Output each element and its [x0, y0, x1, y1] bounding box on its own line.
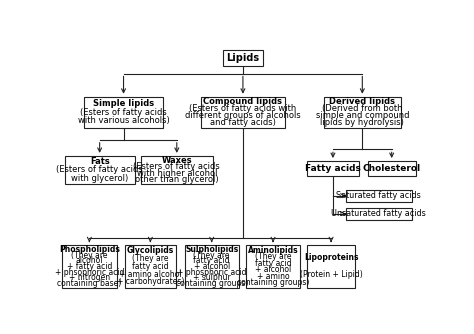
- Text: simple and compound: simple and compound: [316, 111, 409, 120]
- Text: Sulpholipids: Sulpholipids: [185, 245, 238, 254]
- Text: with glycerol): with glycerol): [71, 174, 128, 183]
- Text: Lipids: Lipids: [227, 53, 259, 63]
- Text: + amino alcohol: + amino alcohol: [119, 270, 182, 279]
- Text: + phsophoric acid: + phsophoric acid: [55, 268, 124, 277]
- Text: Phospholipids: Phospholipids: [59, 245, 120, 254]
- Text: different groups of alcohols: different groups of alcohols: [185, 111, 301, 120]
- FancyBboxPatch shape: [223, 50, 263, 66]
- Text: + sulphur: + sulphur: [193, 273, 230, 282]
- Text: (Derived from both: (Derived from both: [322, 104, 402, 113]
- Text: Saturated fatty acids: Saturated fatty acids: [337, 191, 421, 200]
- Text: (Esters of fatty acids: (Esters of fatty acids: [133, 162, 220, 171]
- Text: (Esters of fatty acids with: (Esters of fatty acids with: [189, 104, 297, 113]
- Text: Waxes: Waxes: [162, 156, 192, 165]
- Text: fatty acid: fatty acid: [132, 262, 169, 271]
- Text: Lipoproteins: Lipoproteins: [304, 254, 358, 263]
- FancyBboxPatch shape: [324, 97, 401, 128]
- Text: Glycolipids: Glycolipids: [127, 246, 174, 256]
- FancyBboxPatch shape: [346, 207, 412, 220]
- Text: + alcohol: + alcohol: [255, 265, 291, 274]
- FancyBboxPatch shape: [62, 245, 117, 288]
- Text: Unsaturated fatty acids: Unsaturated fatty acids: [331, 209, 426, 218]
- FancyBboxPatch shape: [184, 245, 239, 288]
- Text: (Protein + Lipid): (Protein + Lipid): [300, 271, 363, 279]
- Text: with higher alcohol: with higher alcohol: [137, 169, 217, 178]
- Text: containing groups): containing groups): [237, 278, 309, 287]
- Text: fatty acid: fatty acid: [255, 259, 292, 268]
- Text: (They are: (They are: [132, 254, 169, 263]
- Text: and fatty acids): and fatty acids): [210, 118, 276, 127]
- Text: + alcohol: + alcohol: [193, 262, 230, 271]
- Text: (They are: (They are: [71, 250, 108, 260]
- Text: with various alcohols): with various alcohols): [78, 117, 169, 125]
- FancyBboxPatch shape: [307, 161, 359, 176]
- Text: Fatty acids: Fatty acids: [305, 164, 361, 173]
- FancyBboxPatch shape: [125, 245, 176, 288]
- Text: Derived lipids: Derived lipids: [329, 97, 395, 106]
- Text: lipids by hydrolysis): lipids by hydrolysis): [320, 118, 404, 127]
- Text: + carbohydrates): + carbohydrates): [117, 277, 184, 286]
- Text: Compound lipids: Compound lipids: [203, 97, 283, 106]
- Text: Aminolipids: Aminolipids: [248, 245, 298, 255]
- Text: + amino: + amino: [257, 272, 289, 281]
- Text: fatty acid: fatty acid: [193, 256, 230, 265]
- FancyBboxPatch shape: [201, 97, 285, 128]
- Text: + fatty acid: + fatty acid: [67, 262, 112, 271]
- Text: other than glycerol): other than glycerol): [135, 175, 219, 184]
- Text: (They are: (They are: [193, 250, 230, 260]
- Text: containing base): containing base): [57, 279, 121, 288]
- Text: Fats: Fats: [90, 157, 109, 166]
- FancyBboxPatch shape: [368, 161, 416, 176]
- Text: (Esters of fatty acids: (Esters of fatty acids: [80, 108, 167, 117]
- Text: alcohol: alcohol: [76, 256, 103, 265]
- FancyBboxPatch shape: [246, 245, 300, 288]
- FancyBboxPatch shape: [307, 245, 355, 288]
- Text: containing groups): containing groups): [175, 279, 248, 288]
- FancyBboxPatch shape: [141, 156, 213, 184]
- Text: (Esters of fatty acids: (Esters of fatty acids: [56, 165, 143, 174]
- Text: + phosphoric acid: + phosphoric acid: [177, 268, 246, 277]
- FancyBboxPatch shape: [346, 189, 412, 202]
- Text: + nitrogen: + nitrogen: [69, 273, 110, 282]
- Text: (They are: (They are: [255, 252, 292, 261]
- FancyBboxPatch shape: [65, 156, 135, 184]
- Text: Cholesterol: Cholesterol: [363, 164, 421, 173]
- Text: Simple lipids: Simple lipids: [93, 99, 154, 108]
- FancyBboxPatch shape: [84, 97, 163, 128]
